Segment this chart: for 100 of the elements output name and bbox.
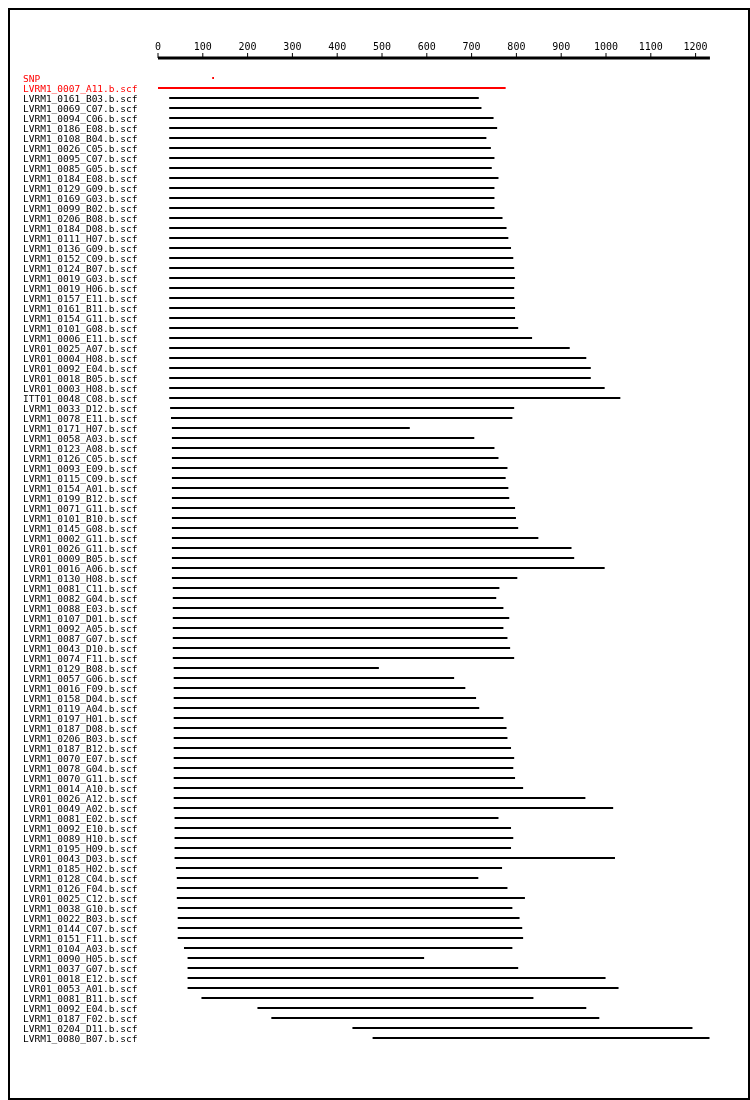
bar — [171, 447, 495, 449]
bar — [169, 167, 492, 169]
y-tick-label: LVRM1_0157_E11.b.scf — [23, 292, 138, 304]
y-tick-label: LVRM1_0151_F11.b.scf — [23, 932, 138, 944]
bar — [187, 987, 619, 989]
bar — [171, 437, 475, 439]
bar — [158, 87, 506, 89]
y-tick-label: LVRM1_0057_G06.b.scf — [23, 672, 138, 684]
bar — [174, 847, 512, 849]
bar — [171, 487, 509, 489]
y-tick-label: LVRM1_0169_G03.b.scf — [23, 192, 138, 204]
y-tick-label: LVR01_0025_A07.b.scf — [23, 342, 138, 354]
y-tick-label: LVRM1_0080_B07.b.scf — [23, 1032, 138, 1044]
y-tick-label: LVRM1_0043_D10.b.scf — [23, 642, 138, 654]
y-tick-label: LVRM1_0082_G04.b.scf — [23, 592, 138, 604]
y-tick-label: LVRM1_0089_H10.b.scf — [23, 832, 138, 844]
y-tick-label: LVRM1_0126_F04.b.scf — [23, 882, 138, 894]
x-tick-label: 1000 — [593, 41, 619, 52]
y-tick-label: LVRM1_0154_G11.b.scf — [23, 312, 138, 324]
bar — [173, 787, 524, 789]
bar — [171, 537, 539, 539]
x-tick-label: 600 — [417, 41, 436, 52]
y-tick-label: LVRM1_0145_G08.b.scf — [23, 522, 138, 534]
y-tick-label: LVRM1_0129_B08.b.scf — [23, 662, 138, 674]
y-tick-label: LVRM1_0119_A04.b.scf — [23, 702, 138, 714]
bar — [169, 347, 570, 349]
bar — [173, 807, 614, 809]
x-tick-label: 100 — [193, 41, 212, 52]
y-tick-label: LVRM1_0007_A11.b.scf — [23, 82, 138, 94]
bar — [169, 107, 482, 109]
bar — [169, 397, 621, 399]
bar — [169, 317, 516, 319]
y-tick-label: LVRM1_0022_B03.b.scf — [23, 912, 138, 924]
y-tick-label: LVRM1_0037_G07.b.scf — [23, 962, 138, 974]
y-tick-label: LVRM1_0081_B11.b.scf — [23, 992, 138, 1004]
y-tick-label: LVRM1_0093_E09.b.scf — [23, 462, 138, 474]
bar — [171, 457, 499, 459]
bar — [170, 407, 515, 409]
y-tick-label: LVRM1_0111_H07.b.scf — [23, 232, 138, 244]
bar — [169, 327, 519, 329]
bar — [177, 927, 523, 929]
y-tick-label: LVRM1_0090_H05.b.scf — [23, 952, 138, 964]
y-tick-label: LVRM1_0019_H06.b.scf — [23, 282, 138, 294]
bar — [171, 507, 516, 509]
bar — [171, 527, 519, 529]
bar — [173, 667, 379, 669]
y-tick-label: LVRM1_0187_F02.b.scf — [23, 1012, 138, 1024]
bar — [171, 577, 518, 579]
y-tick-label: LVRM1_0184_E08.b.scf — [23, 172, 138, 184]
x-tick-label: 700 — [462, 41, 481, 52]
y-tick-label: LVRM1_0129_G09.b.scf — [23, 182, 138, 194]
bar — [169, 277, 516, 279]
y-tick-label: LVR01_0092_E04.b.scf — [23, 362, 138, 374]
y-tick-label: LVRM1_0101_G08.b.scf — [23, 322, 138, 334]
y-tick-label: LVRM1_0161_B03.b.scf — [23, 92, 138, 104]
x-tick-label: 400 — [328, 41, 347, 52]
bar — [173, 707, 480, 709]
y-tick-label: LVR01_0009_B05.b.scf — [23, 552, 138, 564]
x-tick-label: 1200 — [683, 41, 708, 52]
y-tick-label: LVRM1_0070_G11.b.scf — [23, 772, 138, 784]
y-tick-label: LVR01_0003_H08.b.scf — [23, 382, 138, 394]
bar — [171, 467, 508, 469]
x-tick-label: 500 — [372, 41, 392, 52]
y-tick-label: LVRM1_0019_G03.b.scf — [23, 272, 138, 284]
x-tick-label: 0 — [154, 41, 162, 52]
bar — [271, 1017, 600, 1019]
y-tick-label: LVRM1_0187_D08.b.scf — [23, 722, 138, 734]
y-tick-label: LVRM1_0161_B11.b.scf — [23, 302, 138, 314]
bar — [169, 287, 515, 289]
bar — [169, 137, 487, 139]
bar — [169, 157, 495, 159]
y-tick-label: LVRM1_0006_E11.b.scf — [23, 332, 138, 344]
y-tick-label: LVRM1_0081_C11.b.scf — [23, 582, 138, 594]
y-tick-label: LVRM1_0016_F09.b.scf — [23, 682, 138, 694]
x-tick-label: 900 — [552, 41, 571, 52]
bar — [171, 557, 575, 559]
y-tick-label: LVRM1_0197_H01.b.scf — [23, 712, 138, 724]
y-tick-label: LVRM1_0078_E11.b.scf — [23, 412, 138, 424]
y-tick-label: LVRM1_0195_H09.b.scf — [23, 842, 138, 854]
y-tick-label: LVRM1_0092_A05.b.scf — [23, 622, 138, 634]
bar — [172, 607, 504, 609]
bar — [169, 357, 587, 359]
y-tick-label: LVRM1_0058_A03.b.scf — [23, 432, 138, 444]
y-tick-label: LVRM1_0094_C06.b.scf — [23, 112, 138, 124]
bar — [175, 867, 503, 869]
y-tick-label: LVRM1_0014_A10.b.scf — [23, 782, 138, 794]
bar — [183, 947, 513, 949]
y-tick-label: LVRM1_0204_D11.b.scf — [23, 1022, 138, 1034]
bar — [171, 547, 572, 549]
bar — [169, 177, 499, 179]
bar — [173, 717, 504, 719]
y-tick-label: LVRM1_0107_D01.b.scf — [23, 612, 138, 624]
x-tick-label: 800 — [507, 41, 526, 52]
bar — [173, 797, 586, 799]
bar — [171, 517, 516, 519]
bar — [352, 1027, 693, 1029]
bar — [172, 647, 511, 649]
y-tick-label: LVRM1_0187_B12.b.scf — [23, 742, 138, 754]
y-tick-label: LVRM1_0095_C07.b.scf — [23, 152, 138, 164]
bar — [169, 127, 498, 129]
